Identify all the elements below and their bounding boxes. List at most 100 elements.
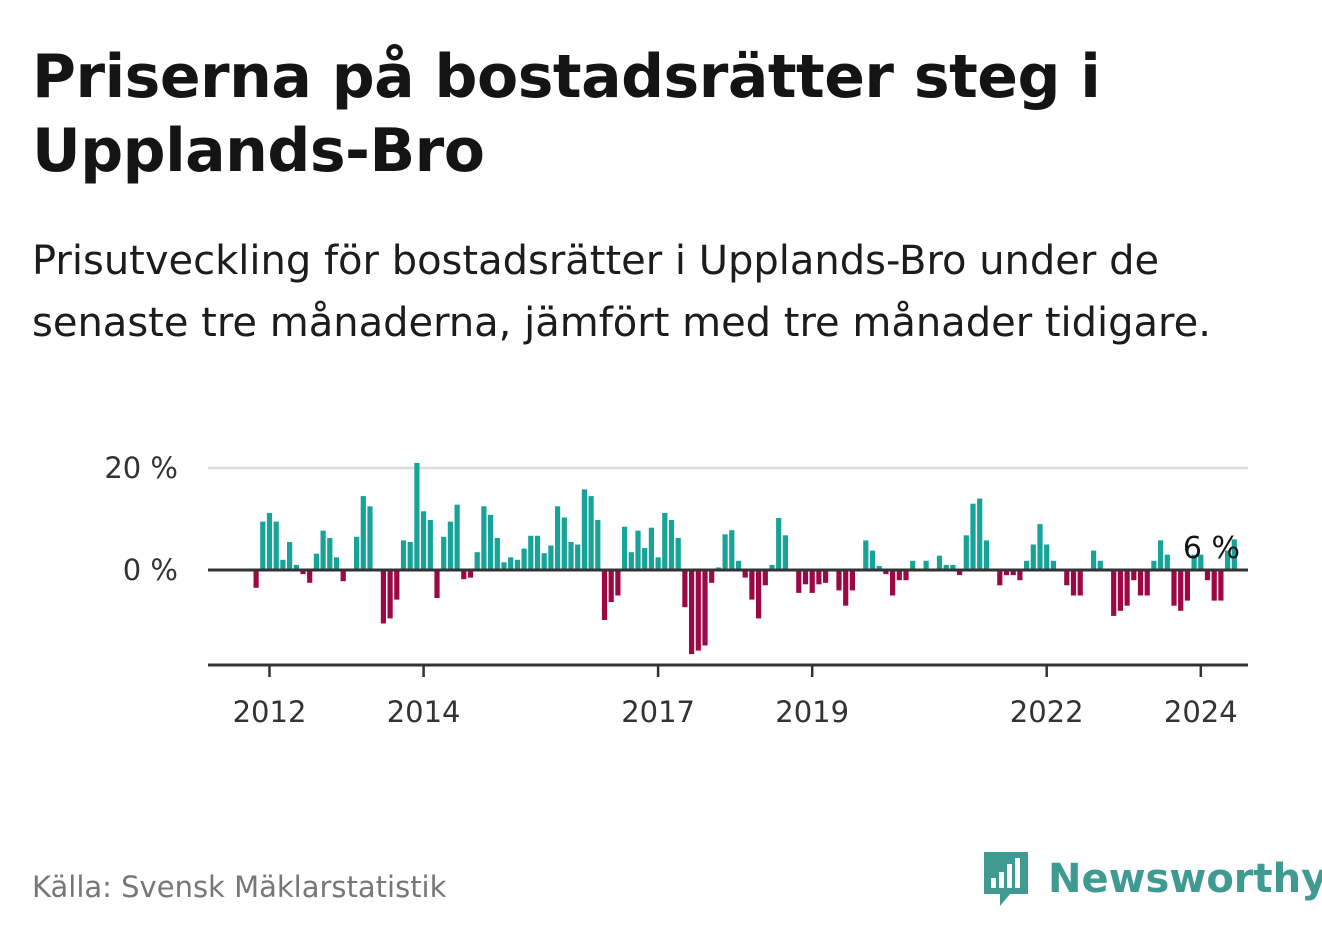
bar xyxy=(1144,570,1150,596)
bar xyxy=(327,537,333,570)
bars xyxy=(253,462,1237,655)
x-tick-label: 2014 xyxy=(387,695,461,729)
brand-logo[interactable]: Newsworthy xyxy=(980,848,1322,910)
bar xyxy=(287,542,293,570)
bar xyxy=(1171,570,1177,606)
bar xyxy=(675,537,681,570)
bar xyxy=(615,570,621,596)
bar xyxy=(414,462,420,570)
newsworthy-chart-icon xyxy=(984,852,1028,906)
bar xyxy=(910,560,916,570)
bar xyxy=(936,555,943,570)
labels: 20 % 0 % 2012 2014 2017 2019 2022 2024 6 % xyxy=(104,451,1240,729)
bar xyxy=(1131,570,1137,581)
bar xyxy=(260,521,266,570)
bar xyxy=(655,557,661,571)
bar xyxy=(400,540,407,570)
bar xyxy=(796,570,802,593)
bar xyxy=(1064,570,1070,586)
bar xyxy=(963,535,969,570)
bar xyxy=(360,496,366,570)
chart-title: Priserna på bostadsrätter steg i Uppland… xyxy=(32,42,1101,186)
bar xyxy=(534,535,541,570)
bar xyxy=(943,564,949,570)
bar xyxy=(923,560,929,570)
bar xyxy=(441,536,447,570)
bar xyxy=(782,535,788,570)
bar xyxy=(521,548,527,570)
bar xyxy=(776,518,782,570)
bar xyxy=(1117,570,1123,611)
source-note: Källa: Svensk Mäklarstatistik xyxy=(32,870,447,904)
bar xyxy=(1191,554,1197,570)
bar xyxy=(494,537,500,570)
bar xyxy=(876,565,882,570)
bar xyxy=(950,564,956,570)
latest-value-label: 6 % xyxy=(1183,531,1240,566)
bar xyxy=(421,511,427,570)
bar xyxy=(642,548,648,570)
bar xyxy=(528,535,534,570)
bar xyxy=(575,544,581,570)
bar xyxy=(1037,524,1043,570)
x-tick-label: 2022 xyxy=(1010,695,1084,729)
bar xyxy=(581,489,587,570)
bar xyxy=(1204,570,1211,581)
bar xyxy=(367,506,373,570)
bar xyxy=(461,570,467,580)
bar xyxy=(474,552,480,570)
bar xyxy=(407,542,413,570)
bar xyxy=(1151,560,1157,570)
bar xyxy=(481,506,487,570)
bar xyxy=(340,570,346,582)
bar xyxy=(1225,550,1231,570)
bar xyxy=(729,530,735,570)
bar xyxy=(648,527,654,570)
bar xyxy=(561,517,567,570)
bar xyxy=(756,570,762,619)
bar xyxy=(769,564,775,570)
bar xyxy=(970,503,976,570)
bar xyxy=(863,540,869,570)
bar xyxy=(394,570,400,600)
bar xyxy=(1044,544,1050,570)
bar xyxy=(816,570,822,585)
bar xyxy=(689,570,695,655)
bar xyxy=(869,550,876,570)
bar xyxy=(977,498,983,570)
bar xyxy=(1184,570,1190,601)
bar xyxy=(742,570,748,578)
bar xyxy=(695,570,701,651)
bar xyxy=(668,520,675,570)
bar xyxy=(849,570,855,591)
bar xyxy=(454,504,460,570)
bar xyxy=(434,570,440,598)
bar xyxy=(1198,554,1204,570)
bar xyxy=(273,521,279,570)
bar xyxy=(354,536,360,570)
bar xyxy=(890,570,896,596)
bar xyxy=(555,506,561,570)
bar xyxy=(1218,570,1224,601)
bar xyxy=(1164,554,1170,570)
bar xyxy=(1111,570,1117,616)
bar xyxy=(762,570,768,586)
bar xyxy=(307,570,313,583)
bar xyxy=(1097,560,1103,570)
bar xyxy=(568,542,574,570)
x-tick-label: 2012 xyxy=(233,695,307,729)
bar xyxy=(749,570,755,600)
bar xyxy=(380,570,386,624)
bar xyxy=(1030,544,1036,570)
bar xyxy=(427,520,433,570)
bar xyxy=(896,570,902,581)
axes xyxy=(208,568,1248,677)
bar xyxy=(1137,570,1144,596)
bar xyxy=(333,557,340,571)
bar-chart: 20 % 0 % 2012 2014 2017 2019 2022 2024 6 % xyxy=(104,451,1248,729)
y-tick-label: 0 % xyxy=(123,553,178,587)
bar xyxy=(488,514,494,570)
bar xyxy=(1070,570,1077,596)
x-tick-label: 2019 xyxy=(775,695,849,729)
bar xyxy=(608,570,614,603)
